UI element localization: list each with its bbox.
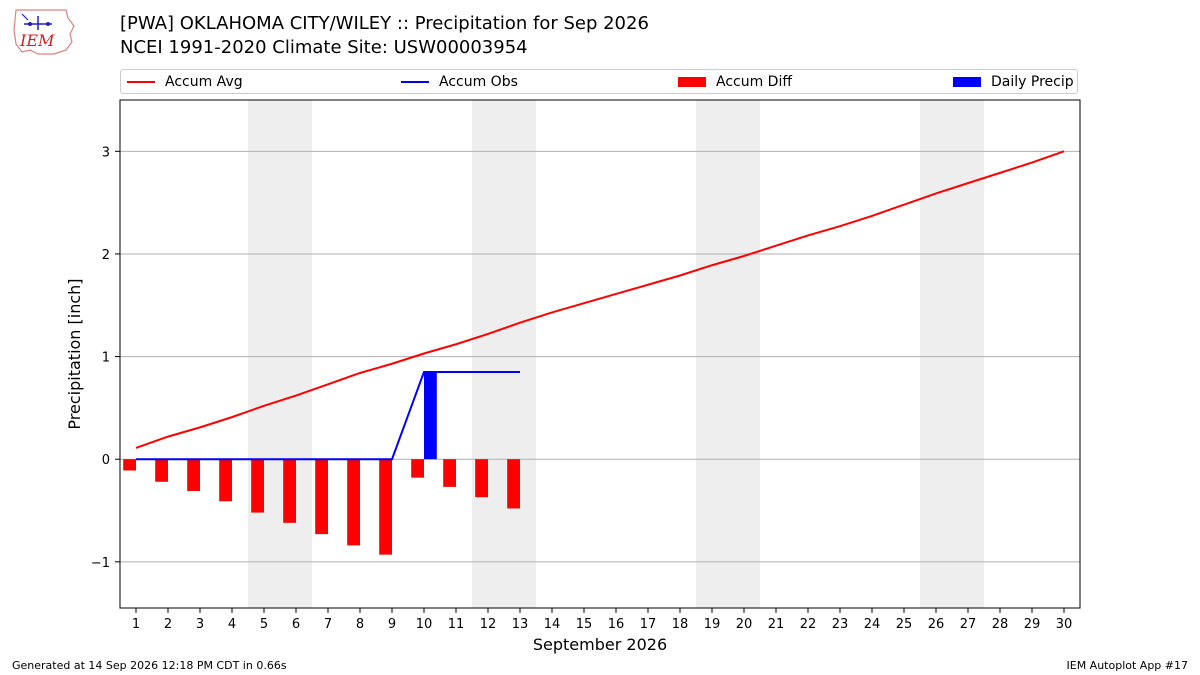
iem-logo: IEM <box>8 6 80 58</box>
accum-avg-line <box>135 150 1065 449</box>
weekend-band <box>696 100 760 608</box>
footer-app-id: IEM Autoplot App #17 <box>1066 659 1189 672</box>
x-tick-label: 12 <box>480 617 497 632</box>
legend-item-accum-obs: Accum Obs <box>401 73 518 91</box>
x-tick-label: 25 <box>896 617 913 632</box>
x-tick-label: 22 <box>800 617 817 632</box>
y-tick-label: −1 <box>91 556 110 571</box>
accum-diff-bar <box>507 459 520 509</box>
y-tick-label: 0 <box>102 453 110 468</box>
legend-label-accum-obs: Accum Obs <box>439 74 518 90</box>
logo-text: IEM <box>19 31 55 50</box>
x-tick-label: 2 <box>164 617 172 632</box>
legend-swatch-daily-precip <box>953 77 981 87</box>
legend-item-daily-precip: Daily Precip <box>953 73 1074 91</box>
x-tick-label: 16 <box>608 617 625 632</box>
x-tick-label: 21 <box>768 617 785 632</box>
legend-item-accum-diff: Accum Diff <box>678 73 792 91</box>
plot-frame <box>119 99 1081 609</box>
x-tick-label: 18 <box>672 617 689 632</box>
x-tick-label: 28 <box>992 617 1009 632</box>
x-tick-label: 24 <box>864 617 881 632</box>
accum-diff-bar <box>251 459 264 513</box>
legend: Accum Avg Accum Obs Accum Diff Daily Pre… <box>120 69 1078 94</box>
x-tick-label: 3 <box>196 617 204 632</box>
x-tick-label: 23 <box>832 617 849 632</box>
accum-diff-bar <box>411 459 424 478</box>
x-tick-label: 14 <box>544 617 561 632</box>
y-axis-label: Precipitation [inch] <box>65 278 84 429</box>
accum-diff-bar <box>475 459 488 498</box>
accum-diff-bar <box>443 459 456 487</box>
x-tick-label: 7 <box>324 617 332 632</box>
legend-label-accum-diff: Accum Diff <box>716 74 793 90</box>
y-tick-label: 2 <box>102 248 110 263</box>
x-tick-label: 15 <box>576 617 593 632</box>
x-tick-label: 13 <box>512 617 529 632</box>
x-tick-label: 11 <box>448 617 465 632</box>
x-tick-label: 26 <box>928 617 945 632</box>
weekend-band <box>248 100 312 608</box>
x-tick-label: 8 <box>356 617 364 632</box>
x-tick-label: 1 <box>132 617 140 632</box>
accum-diff-bar <box>155 459 168 482</box>
chart-title: [PWA] OKLAHOMA CITY/WILEY :: Precipitati… <box>120 13 649 34</box>
legend-swatch-accum-diff <box>678 77 706 87</box>
y-tick-label: 3 <box>102 145 110 160</box>
x-tick-label: 20 <box>736 617 753 632</box>
x-tick-label: 5 <box>260 617 268 632</box>
weekend-band <box>920 100 984 608</box>
x-axis-label: September 2026 <box>533 635 667 654</box>
footer-generated-note: Generated at 14 Sep 2026 12:18 PM CDT in… <box>12 659 287 672</box>
x-tick-label: 9 <box>388 617 396 632</box>
x-tick-label: 19 <box>704 617 721 632</box>
weekend-band <box>472 100 536 608</box>
accum-diff-bar <box>219 459 232 502</box>
legend-label-accum-avg: Accum Avg <box>165 74 243 90</box>
daily-precip-bar <box>424 371 437 460</box>
accum-diff-bar <box>187 459 200 492</box>
x-tick-label: 10 <box>416 617 433 632</box>
x-tick-label: 30 <box>1056 617 1073 632</box>
legend-label-daily-precip: Daily Precip <box>991 74 1074 90</box>
accum-diff-bar <box>315 459 328 535</box>
x-tick-label: 17 <box>640 617 657 632</box>
legend-swatch-accum-obs <box>401 81 429 83</box>
x-tick-label: 27 <box>960 617 977 632</box>
x-tick-label: 6 <box>292 617 300 632</box>
accum-diff-bar <box>379 459 392 555</box>
y-tick-label: 1 <box>102 351 110 366</box>
chart-subtitle: NCEI 1991-2020 Climate Site: USW00003954 <box>120 37 528 58</box>
accum-diff-bar <box>123 459 136 471</box>
x-tick-label: 4 <box>228 617 236 632</box>
accum-obs-line <box>136 370 520 461</box>
accum-diff-bar <box>283 459 296 523</box>
accum-diff-bar <box>347 459 360 546</box>
x-tick-label: 29 <box>1024 617 1041 632</box>
legend-swatch-accum-avg <box>127 81 155 83</box>
legend-item-accum-avg: Accum Avg <box>127 73 243 91</box>
